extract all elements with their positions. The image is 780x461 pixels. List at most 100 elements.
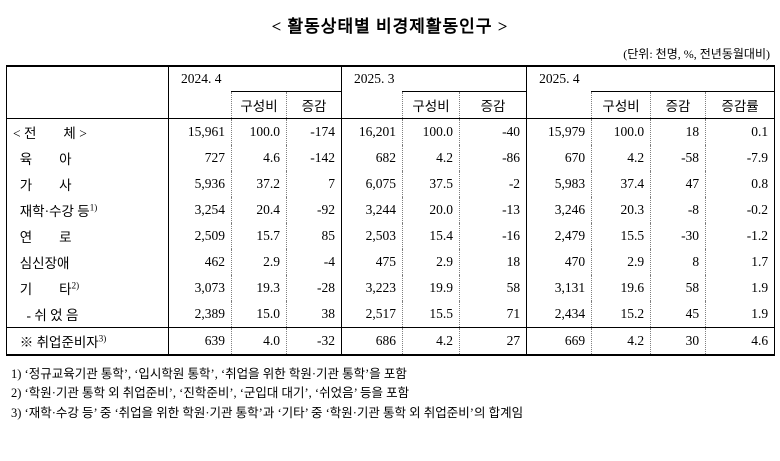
table-cell: -8 [650, 197, 707, 223]
header-group-row: 2024. 4 2025. 3 2025. 4 [6, 66, 775, 119]
table-cell: 100.0 [231, 118, 287, 145]
table-row: ※ 취업준비자3) 639 4.0 -32 686 4.2 27 669 4.2 30 4.6 [6, 327, 775, 355]
table-row: < 전 체 >15,961 100.0 -174 16,201 100.0 -40 15,9… [6, 118, 775, 145]
table-cell: 47 [650, 171, 707, 197]
table-cell: 3,246 [526, 197, 593, 223]
table-body: < 전 체 >15,961 100.0 -174 16,201 100.0 -40 15,9… [6, 118, 775, 355]
table-cell: 4.6 [705, 327, 775, 355]
footnote-1: 1) ‘정규교육기관 통학’, ‘입시학원 통학’, ‘취업을 위한 학원·기관… [11, 367, 407, 381]
table-cell: 3,073 [168, 275, 232, 301]
table-cell: -58 [650, 145, 707, 171]
table-cell: 670 [526, 145, 593, 171]
blank-header-cell [168, 91, 232, 119]
table-cell: 2.9 [591, 249, 652, 275]
table-cell: 2,389 [168, 301, 232, 328]
table-cell: 1.7 [751, 254, 769, 269]
table-cell: 8 [650, 249, 707, 275]
table-cell: 4.2 [402, 145, 461, 171]
table-cell: -86 [459, 145, 528, 171]
table-cell: 3,254 [168, 197, 232, 223]
table-cell: -1.2 [746, 228, 769, 243]
table-cell: 85 [286, 223, 343, 249]
table-cell: 3,131 [526, 275, 593, 301]
table-cell: 15.5 [402, 301, 461, 328]
table-cell: 20.4 [231, 197, 287, 223]
footnote-marker: 2) [71, 280, 80, 291]
table-cell: -92 [286, 197, 343, 223]
table-cell: 0.8 [751, 176, 769, 191]
table-cell: 18 [650, 118, 707, 145]
table-cell: -174 [286, 118, 343, 145]
table-cell: 37.4 [591, 171, 652, 197]
table-row: - 쉬 었 음 2,389 15.0 38 2,517 15.5 71 2,434 15.2 45… [6, 301, 775, 328]
blank-header-cell [526, 91, 593, 119]
table-cell: 6,075 [341, 171, 404, 197]
row-label: 기 타2) [6, 275, 169, 301]
table-cell: 4.2 [591, 145, 652, 171]
table-cell: 682 [341, 145, 404, 171]
row-label: 심신장애 [6, 249, 169, 275]
table-cell: 4.0 [231, 327, 287, 355]
footnotes: 1) ‘정규교육기관 통학’, ‘입시학원 통학’, ‘취업을 위한 학원·기관… [6, 356, 774, 423]
row-label-header [6, 66, 169, 119]
row-label: 재학·수강 등1) [6, 197, 169, 223]
table-cell: 1.9 [751, 306, 769, 321]
table-row: 육 아 727 4.6 -142 682 4.2 -86 670 4.2 -58 -7.9 [6, 145, 775, 171]
table-cell: 15.0 [231, 301, 287, 328]
table-cell: 71 [459, 301, 528, 328]
table-cell: 19.6 [591, 275, 652, 301]
table-cell: 470 [526, 249, 593, 275]
table-cell: 727 [168, 145, 232, 171]
footnote-marker: 1) [89, 202, 98, 213]
table-cell: 27 [459, 327, 528, 355]
table-cell: -13 [459, 197, 528, 223]
table-cell: 100.0 [591, 118, 652, 145]
table-cell: 0.1 [751, 124, 769, 139]
table-cell: 16,201 [341, 118, 404, 145]
table-cell: -30 [650, 223, 707, 249]
table-cell: 37.5 [402, 171, 461, 197]
table-cell: 45 [650, 301, 707, 328]
footnote-3: 3) ‘재학·수강 등’ 중 ‘취업을 위한 학원·기관 통학’과 ‘기타’ 중… [11, 405, 524, 420]
blank-header-cell [341, 91, 404, 119]
table-cell: 15,979 [526, 118, 593, 145]
table-cell: 4.2 [591, 327, 652, 355]
table-cell: 19.3 [231, 275, 287, 301]
column-group-2024-04: 2024. 4 [168, 66, 343, 92]
table-cell: 2,434 [526, 301, 593, 328]
table-cell: 5,983 [526, 171, 593, 197]
row-label: 가 사 [6, 171, 169, 197]
table-cell: -28 [286, 275, 343, 301]
table-cell: 475 [341, 249, 404, 275]
table-cell: 100.0 [402, 118, 461, 145]
change-header: 증감 [459, 91, 528, 119]
table-cell: 2.9 [231, 249, 287, 275]
unit-note: (단위: 천명, %, 전년동월대비) [623, 47, 770, 61]
table-cell: 669 [526, 327, 593, 355]
column-group-2025-03: 2025. 3 [341, 66, 528, 92]
table-cell: -16 [459, 223, 528, 249]
ratio-header: 구성비 [231, 91, 287, 119]
table-cell: 15,961 [168, 118, 232, 145]
table-cell: 2,517 [341, 301, 404, 328]
change-header: 증감 [650, 91, 707, 119]
table-cell: 1.9 [751, 280, 769, 295]
table-cell: 2,503 [341, 223, 404, 249]
table-cell: 15.4 [402, 223, 461, 249]
table-cell: 15.2 [591, 301, 652, 328]
footnote-2: 2) ‘학원·기관 통학 외 취업준비’, ‘진학준비’, ‘군입대 대기’, … [11, 386, 410, 401]
table-cell: 38 [286, 301, 343, 328]
table-row: 심신장애 462 2.9 -4 475 2.9 18 470 2.9 8 1.7 [6, 249, 775, 275]
table-cell: 20.3 [591, 197, 652, 223]
table-cell: 462 [168, 249, 232, 275]
table-title: < 활동상태별 비경제활동인구 > [271, 17, 509, 36]
table-cell: 5,936 [168, 171, 232, 197]
change-rate-header: 증감률 [705, 91, 775, 119]
table-cell: 3,244 [341, 197, 404, 223]
table-cell: 7 [286, 171, 343, 197]
table-cell: -2 [459, 171, 528, 197]
row-label: ※ 취업준비자3) [6, 327, 169, 355]
table-cell: -40 [459, 118, 528, 145]
table-cell: 2,509 [168, 223, 232, 249]
